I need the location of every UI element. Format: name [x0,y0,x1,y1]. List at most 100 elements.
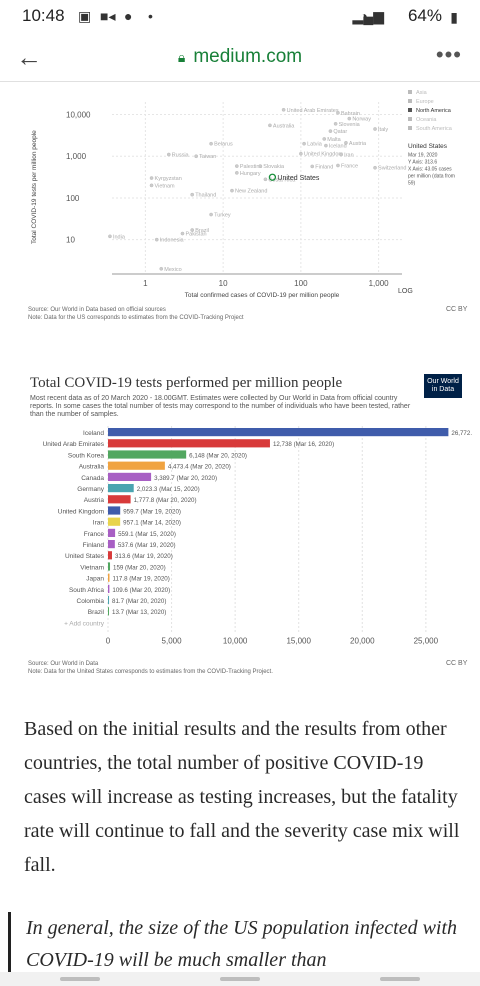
bar-value-label: 4,473.4 (Mar 20, 2020) [168,464,231,471]
status-time: 10:48 [22,6,65,26]
bar-plot: 0 5,000 10,000 15,000 20,000 25,000Iceland 26,… [22,370,472,682]
x-tick-label: 10,000 [223,636,248,645]
legend-swatch [408,90,412,94]
url-domain[interactable]: 🔒︎ medium.com [0,46,480,68]
bar [108,574,109,582]
bar-value-label: 2,023.3 (Mar 15, 2020) [137,486,200,493]
bar [108,473,151,481]
scatter-point [150,176,153,179]
y-tick-label: 10,000 [66,111,91,120]
legend-item[interactable]: Asia [416,90,428,96]
scatter-point [209,213,212,216]
bar-value-label: 81.7 (Mar 20, 2020) [112,598,166,605]
tooltip-line: Y Axis: 313.6 [408,160,437,166]
scatter-point [235,171,238,174]
lock-icon: 🔒︎ [178,49,185,66]
battery-icon: ▮ [450,9,458,26]
bar-category-label: Vietnam [80,564,104,571]
point-label: Latvia [307,142,323,148]
x-tick-label: 0 [106,636,111,645]
scatter-point [373,127,376,130]
scatter-point [373,166,376,169]
bar-note: Note: Data for the United States corresp… [28,668,273,676]
y-axis-label: Total COVID-19 tests per million people [31,130,38,244]
bar [108,439,270,447]
bar [108,428,448,436]
scatter-point [259,165,262,168]
bar-source: Source: Our World in Data [28,660,98,668]
scatter-license: CC BY [446,306,467,313]
bar-value-label: 159 (Mar 20, 2020) [113,564,166,571]
facebook-icon: ● [124,8,132,24]
point-label: Mexico [164,267,181,273]
legend-swatch [408,117,412,121]
point-label: Iceland [329,144,347,150]
scatter-point [324,144,327,147]
bar-value-label: 313.6 (Mar 19, 2020) [115,553,173,560]
legend-swatch [408,126,412,130]
point-label: Iran [344,153,353,159]
bar [108,540,115,548]
nav-home[interactable] [220,977,260,981]
scatter-point [160,267,163,270]
point-label: United Arab Emirates [287,108,339,114]
scatter-point [264,178,267,181]
nav-recents[interactable] [60,977,100,981]
scatter-point [230,189,233,192]
bar [108,462,165,470]
x-tick-label: 1 [143,279,148,288]
scatter-chart: 10,000 1,000 100 10 1 10 100 1,000 Total COVID-1… [22,84,472,324]
y-tick-label: 1,000 [66,152,87,161]
scatter-point [348,117,351,120]
battery-level: 64% [408,6,442,26]
legend-item[interactable]: South America [416,126,453,132]
point-label: United Kingdom [304,152,344,158]
bar-category-label: Canada [81,475,104,482]
scatter-point [323,137,326,140]
scatter-point [191,193,194,196]
bar-category-label: Austria [84,497,105,504]
bar-chart: Total COVID-19 tests performed per milli… [22,370,472,682]
legend-swatch [408,108,412,112]
scatter-point [336,164,339,167]
point-label: Russia [172,153,190,159]
bar [108,585,109,593]
bar-category-label: Colombia [77,598,105,605]
legend-item[interactable]: Europe [416,99,434,105]
bar [108,562,110,570]
bar-license: CC BY [446,660,467,667]
bar-category-label: South Africa [69,587,104,594]
nav-back[interactable] [380,977,420,981]
add-country-link[interactable]: + Add country [64,620,105,627]
bar [108,450,186,458]
bar-category-label: South Korea [68,452,105,459]
bar-category-label: Brazil [88,609,105,616]
scatter-point [195,155,198,158]
signal-icon: ▂▄▆ [353,8,384,25]
x-tick-label: 15,000 [286,636,311,645]
bar-category-label: Germany [77,486,104,493]
point-label: Kyrgyzstan [155,176,182,182]
legend-item[interactable]: Oceania [416,117,437,123]
scatter-point [268,124,271,127]
bar-value-label: 26,772.3 (Mar 20, 2020) [451,430,472,437]
bar-value-label: 3,389.7 (Mar 20, 2020) [154,475,217,482]
status-bar: 10:48 ▣ ■◂ ● • ◔ ▂▄▆ 64% ▮ [0,0,480,32]
bar-value-label: 6,148 (Mar 20, 2020) [189,452,247,459]
scatter-note: Note: Data for the US corresponds to est… [28,314,244,322]
bar-category-label: Finland [83,542,105,549]
bar-value-label: 13.7 (Mar 13, 2020) [112,609,166,616]
x-tick-label: 20,000 [350,636,375,645]
point-label: India [113,234,126,240]
log-toggle[interactable]: LOG [398,288,413,295]
legend-item[interactable]: North America [416,108,452,114]
overflow-menu-icon[interactable]: ••• [436,42,462,68]
bar-value-label: 537.6 (Mar 19, 2020) [118,542,176,549]
gallery-icon: ▣ [78,8,91,25]
bar-category-label: Australia [79,464,105,471]
point-label: New Zealand [235,189,267,195]
bar-value-label: 957.1 (Mar 14, 2020) [123,520,181,527]
bar [108,518,120,526]
point-label: Hungary [240,171,261,177]
scatter-point [334,122,337,125]
